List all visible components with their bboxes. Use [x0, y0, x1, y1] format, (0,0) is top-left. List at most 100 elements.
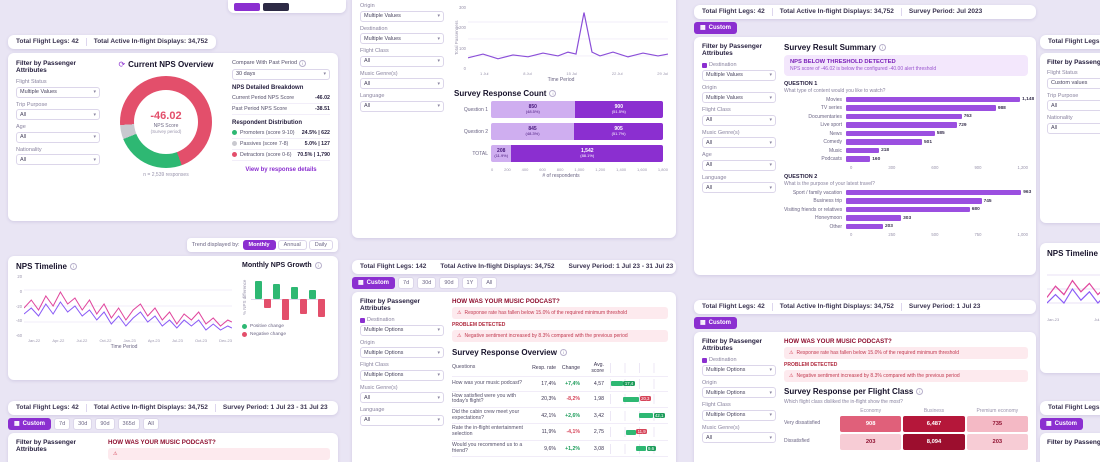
export-button[interactable]	[263, 2, 289, 11]
breakdown-row: Passives (score 7-8) 5.0% | 127	[232, 139, 330, 150]
filter-select-destination[interactable]: Multiple Values ▾	[360, 33, 444, 44]
tab-custom[interactable]: ▦ Custom	[352, 276, 396, 289]
nps-timeline-panel: Trend displayed by: Monthly Annual Daily N…	[8, 238, 338, 380]
filter-select-origin[interactable]: Multiple Options ▾	[702, 387, 776, 399]
compare-period-select[interactable]: 30 days ▾	[232, 68, 330, 80]
filter-select-origin[interactable]: Multiple Options ▾	[360, 347, 444, 359]
growth-section: Monthly NPS Growth i % NPS difference Po…	[242, 262, 330, 374]
calendar-icon: ▦	[700, 320, 706, 326]
nps-donut-chart: -46.02 NPS Score (Survey period)	[120, 75, 212, 168]
chevron-down-icon: ▾	[437, 103, 440, 109]
filter-select-language[interactable]: All ▾	[702, 182, 776, 194]
filter-select-origin[interactable]: Multiple Values ▾	[702, 92, 776, 104]
selected-value: Multiple Values	[706, 94, 743, 101]
axis-tick: Jan-23	[1047, 317, 1060, 322]
filter-select-flight-status[interactable]: Multiple Values ▾	[16, 86, 100, 98]
bar-row: Visiting friends or relatives 680	[784, 207, 1028, 213]
filter-select-nationality[interactable]: All▾	[1047, 122, 1100, 134]
filter-select-trip-purpose[interactable]: All▾	[1047, 100, 1100, 112]
chevron-down-icon: ▾	[769, 117, 772, 124]
filter-select-destination[interactable]: Multiple Values ▾	[702, 69, 776, 81]
filter-select-flight-class[interactable]: All ▾	[360, 55, 444, 67]
tab-30d[interactable]: 30d	[73, 417, 93, 430]
filters-title: Filter by Passenger Attributes	[360, 297, 420, 313]
tab-custom[interactable]: ▦ Custom	[694, 21, 738, 34]
tab-1y[interactable]: 1Y	[461, 276, 479, 289]
response-table: Questions Resp. rate Change Avg. score How w…	[452, 360, 668, 458]
nps-overview-panel: Total Flight Legs: 42 Total Active In-fl…	[8, 30, 338, 221]
legend-dot-green	[242, 323, 247, 329]
stack-row: Question 2 845 (48.3%) 905 (51.7%)	[454, 123, 668, 140]
question1-text: What type of content would you like to w…	[784, 87, 886, 94]
flight-legs-stat: Total Flight Legs: 42	[702, 8, 765, 15]
filter-select-nationality[interactable]: All▾	[16, 154, 100, 166]
filter-select-age[interactable]: All ▾	[16, 131, 100, 143]
info-icon: i	[69, 263, 77, 270]
filter-select-age[interactable]: All ▾	[702, 159, 776, 171]
filter-label-language: Language	[360, 407, 385, 414]
tab-label: Custom	[708, 24, 732, 31]
growth-title: Monthly NPS Growth	[242, 262, 312, 269]
bar-visiting-friends-or-relatives	[846, 206, 970, 213]
growth-bar	[309, 289, 316, 299]
selected-value: All	[364, 80, 371, 87]
timeline-section: NPS Timeline i 20 0 -20 -40 -60 Jan-22 Apr-22…	[16, 262, 232, 374]
period-tabs: ▦ Custom	[1040, 417, 1100, 430]
tab-7d[interactable]: 7d	[54, 417, 71, 430]
axis-tick: Oct-22	[99, 338, 112, 343]
tab-90d[interactable]: 90d	[95, 417, 115, 430]
filter-select-music-genre-s[interactable]: All ▾	[360, 78, 444, 89]
filter-select-music-genre-s[interactable]: All ▾	[702, 137, 776, 149]
tab-365d[interactable]: 365d	[117, 417, 140, 430]
checkbox-icon[interactable]	[702, 357, 707, 363]
period-tabs: ▦ Custom 7d 30d 90d 1Y All	[352, 276, 676, 289]
tab-7d[interactable]: 7d	[398, 276, 415, 289]
filter-select-flight-class[interactable]: Multiple Options ▾	[360, 369, 444, 381]
tab-custom[interactable]: ▦ Custom	[694, 316, 738, 329]
filter-select-trip-purpose[interactable]: All▾	[16, 109, 100, 121]
breakdown-row: Detractors (score 0-6) 70.5% | 1,790	[232, 150, 330, 161]
tab-90d[interactable]: 90d	[439, 276, 459, 289]
axis-tick: 0	[463, 65, 466, 71]
view-details-link[interactable]: View by response details	[245, 166, 317, 173]
heatmap-row-label: Dissatisfied	[784, 437, 810, 444]
filter-select-flight-status[interactable]: Custom values▾	[1047, 77, 1100, 89]
axis-tick: 250	[888, 232, 896, 237]
filter-select-origin[interactable]: Multiple Values ▾	[360, 10, 444, 22]
alert-section: HOW WAS YOUR MUSIC PODCAST? ⚠	[108, 439, 330, 462]
axis-tick: 300	[888, 164, 896, 170]
tab-custom[interactable]: ▦ Custom	[1040, 417, 1084, 430]
filter-label-language: Language	[702, 174, 727, 181]
stack-row: Question 1 850 (48.5%) 900 (51.5%)	[454, 101, 668, 118]
filter-select-flight-class[interactable]: All ▾	[702, 114, 776, 126]
checkbox-icon[interactable]	[360, 317, 365, 323]
tab-30d[interactable]: 30d	[417, 276, 437, 289]
filter-select-language[interactable]: All ▾	[360, 100, 444, 112]
filter-select-destination[interactable]: Multiple Options ▾	[360, 324, 444, 336]
time-range-pill[interactable]	[234, 2, 260, 11]
filter-label-nationality: Nationality	[1047, 115, 1073, 122]
tab-all[interactable]: All	[142, 417, 159, 430]
timeline-card: NPS Timeline i 20 0 -20 -40 -60 Jan-22 Apr-22…	[8, 256, 338, 380]
gantt-value: 11,9	[636, 429, 648, 435]
bar-value: 745	[983, 198, 992, 204]
filter-select-music-genre-s[interactable]: All ▾	[702, 432, 776, 444]
trend-tab-daily[interactable]: Daily	[308, 240, 333, 250]
x-axis-ticks: Jan-22 Apr-22 Jul-22 Oct-22 Jan-23 Apr-23 Jul-…	[28, 338, 232, 343]
tab-all[interactable]: All	[481, 276, 498, 289]
selected-value: All	[20, 111, 27, 118]
filter-select-music-genre-s[interactable]: All ▾	[360, 392, 444, 404]
stack-label: Question 1	[463, 106, 488, 113]
growth-y-label: % NPS difference	[242, 278, 247, 315]
change-cell: -8,2%	[566, 396, 580, 403]
axis-tick: 0	[19, 288, 23, 294]
selected-value: Multiple Options	[364, 372, 404, 379]
trend-tab-monthly[interactable]: Monthly	[242, 240, 276, 250]
refresh-icon[interactable]: ⟳	[118, 59, 126, 69]
filter-select-destination[interactable]: Multiple Options ▾	[702, 364, 776, 376]
filter-select-flight-class[interactable]: Multiple Options ▾	[702, 409, 776, 421]
checkbox-icon[interactable]	[702, 62, 707, 68]
trend-tab-annual[interactable]: Annual	[277, 240, 307, 250]
tab-custom[interactable]: ▦ Custom	[8, 417, 52, 430]
filter-select-language[interactable]: All ▾	[360, 414, 444, 426]
